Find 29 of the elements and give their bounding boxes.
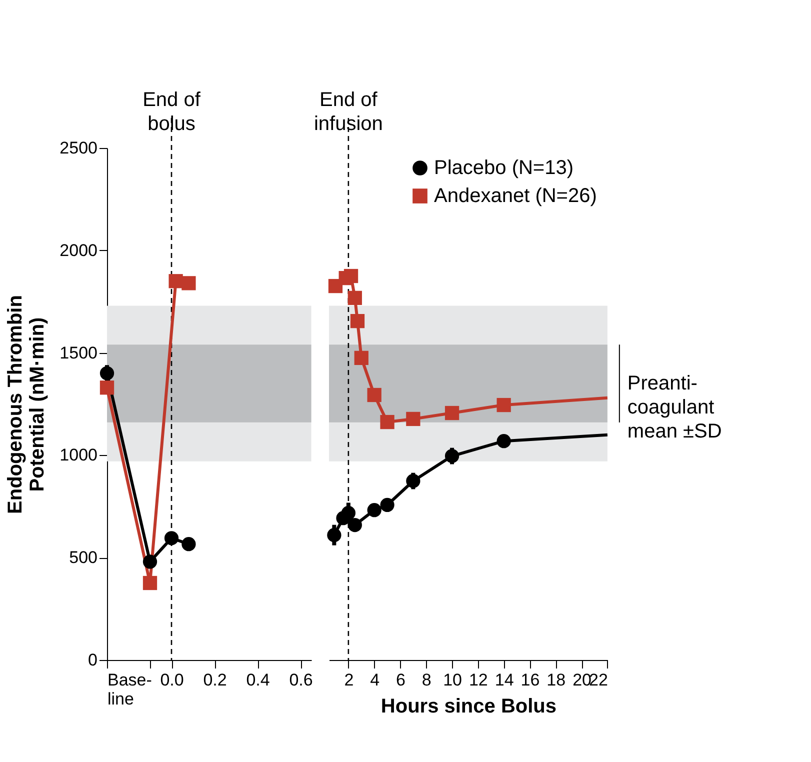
y-tick-label: 500: [69, 548, 98, 568]
x-tick-label: 10: [443, 670, 462, 690]
y-tick-label: 1500: [60, 343, 98, 362]
y-tick-label: 2000: [60, 240, 98, 260]
x-tick-label: 14: [494, 670, 514, 690]
x-tick-label: 20: [572, 670, 592, 690]
x-axis-title: Hours since Bolus: [380, 696, 557, 718]
x-tick-label: 12: [468, 670, 488, 690]
band-label: Preanti- coagulant mean ±SD: [627, 372, 722, 443]
y-axis-title: Endogenous Thrombin Potential (nM·min): [4, 295, 49, 514]
x-tick-label: 22: [589, 670, 608, 690]
ref-line-label: End of bolus: [142, 89, 201, 135]
x-tick-label: 18: [546, 670, 566, 690]
x-tick-label: 0.2: [203, 670, 227, 690]
x-tick-label: 8: [422, 670, 432, 690]
x-tick-label: 6: [396, 670, 406, 690]
x-tick-label: 0.4: [246, 670, 270, 690]
y-tick-label: 0: [88, 650, 98, 670]
x-tick-label: 0.6: [289, 670, 313, 690]
x-tick-label: 2: [344, 670, 354, 690]
y-tick-label: 2500: [60, 138, 98, 158]
x-tick-label: 0.0: [160, 670, 184, 690]
legend-label: Placebo (N=13): [434, 157, 574, 179]
x-tick-label: 16: [520, 670, 540, 690]
x-tick-label: 4: [370, 670, 380, 690]
legend-label: Andexanet (N=26): [434, 185, 597, 207]
y-tick-label: 1000: [60, 446, 98, 465]
x-tick-label: Base- line: [108, 670, 152, 708]
ref-line-label: End of infusion: [314, 89, 383, 135]
